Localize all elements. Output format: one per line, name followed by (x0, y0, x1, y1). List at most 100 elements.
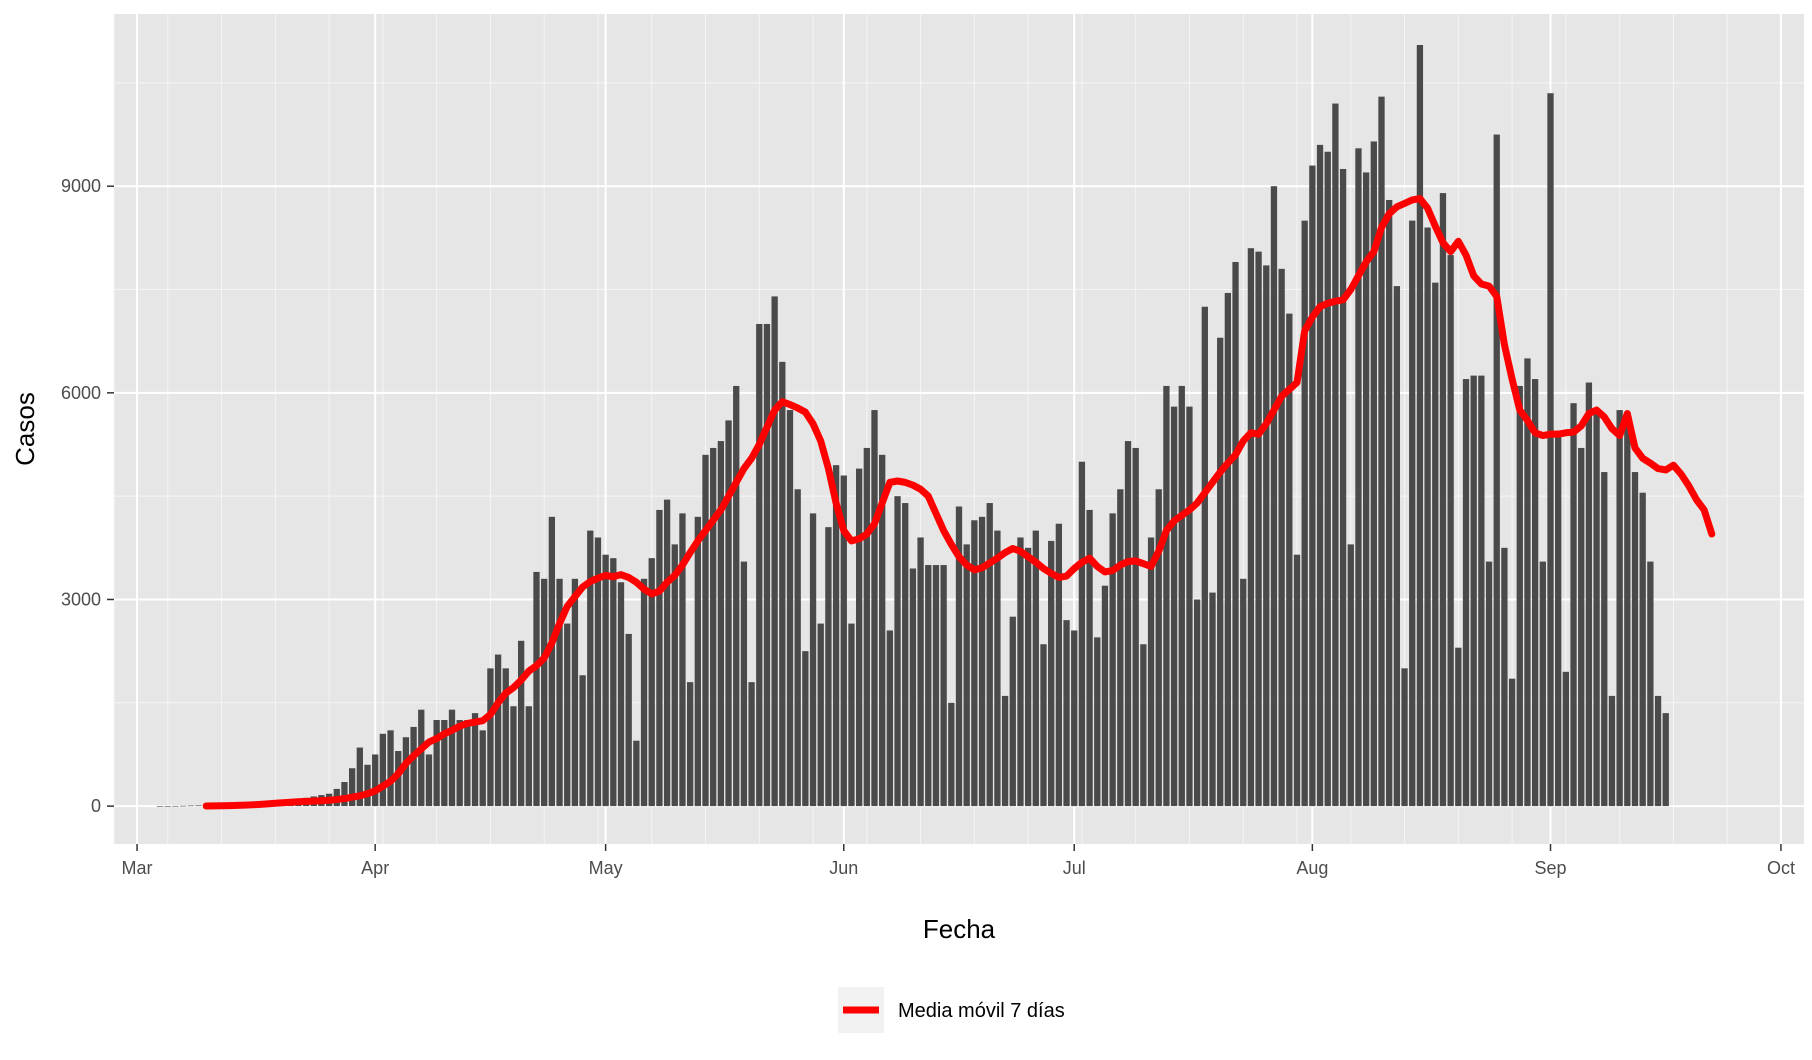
bar (686, 682, 694, 807)
bar (1078, 461, 1086, 807)
bar (356, 747, 363, 807)
bar (733, 385, 740, 807)
bar (1447, 255, 1454, 807)
bar (1055, 523, 1063, 807)
bar (817, 623, 824, 807)
bar (541, 578, 548, 807)
bar (1163, 385, 1170, 807)
bar (1032, 530, 1039, 807)
bar (1224, 292, 1232, 807)
bar (955, 506, 963, 807)
daily-cases-bars (156, 44, 1669, 807)
bar (617, 582, 625, 807)
bar (1370, 141, 1377, 807)
bar (1024, 547, 1032, 807)
bar (441, 720, 448, 807)
bar (1462, 379, 1470, 807)
bar (1501, 547, 1508, 807)
bar (1555, 430, 1562, 807)
bar (971, 520, 978, 807)
bar (1301, 220, 1308, 807)
bar (1232, 261, 1239, 807)
x-tick-label: Mar (122, 858, 153, 878)
bar (1578, 447, 1585, 807)
bar (1647, 561, 1654, 807)
bar (879, 454, 886, 807)
bar (1409, 220, 1416, 807)
bar (948, 702, 955, 807)
bar (448, 709, 456, 807)
bar (456, 720, 463, 807)
bar (855, 468, 863, 807)
bar (940, 565, 947, 807)
bar (748, 682, 755, 807)
bar (1017, 537, 1024, 807)
bar (1247, 248, 1255, 807)
bar (1424, 227, 1431, 807)
bar (625, 633, 632, 807)
y-tick-label: 3000 (61, 589, 101, 609)
bar (1117, 489, 1124, 807)
bar (1386, 199, 1393, 807)
bar (809, 513, 817, 807)
bar (1539, 561, 1546, 807)
bar (917, 537, 924, 807)
x-axis-title: Fecha (923, 914, 996, 944)
bar (610, 558, 617, 807)
bar (1001, 695, 1009, 807)
bar (832, 465, 840, 807)
bar (1631, 472, 1639, 807)
x-tick-label: Jun (829, 858, 858, 878)
bar (886, 630, 894, 807)
bar (825, 527, 832, 807)
bar (978, 516, 986, 807)
bar (1393, 286, 1401, 807)
bar (372, 754, 379, 807)
x-tick-label: May (589, 858, 623, 878)
y-tick-label: 6000 (61, 383, 101, 403)
bar (1547, 93, 1554, 807)
bar (410, 726, 417, 807)
bar (1132, 447, 1139, 807)
bar (1601, 472, 1608, 807)
bar (1316, 144, 1324, 807)
bar (494, 654, 502, 807)
bar (471, 713, 479, 807)
bar (510, 706, 517, 807)
bar (387, 730, 394, 807)
moving-average-line (202, 195, 1716, 810)
bar (579, 675, 586, 807)
bar (1524, 358, 1531, 807)
bar (571, 578, 579, 807)
legend: Media móvil 7 días (838, 987, 1065, 1033)
bar (187, 805, 194, 807)
bar (1455, 647, 1462, 807)
bar (594, 537, 602, 807)
bar (1624, 423, 1631, 807)
bar (418, 709, 425, 807)
bar (1401, 668, 1408, 807)
bar (1439, 193, 1447, 807)
bar (1339, 168, 1347, 807)
bar (1616, 410, 1623, 807)
bar (425, 754, 433, 807)
bar (756, 323, 763, 807)
bar (1109, 513, 1116, 807)
bar (433, 720, 440, 807)
bar (1170, 406, 1178, 807)
bar (1347, 544, 1354, 807)
bar (1147, 537, 1155, 807)
bar (1332, 103, 1339, 807)
bar (710, 447, 717, 807)
bar (548, 516, 556, 807)
bar (771, 296, 778, 807)
bar (717, 441, 725, 807)
bar (1593, 413, 1600, 807)
bar (786, 410, 794, 807)
bar (1217, 337, 1224, 807)
bar (986, 503, 993, 807)
bar (1071, 630, 1078, 807)
bar (802, 651, 809, 807)
bar (894, 496, 901, 807)
